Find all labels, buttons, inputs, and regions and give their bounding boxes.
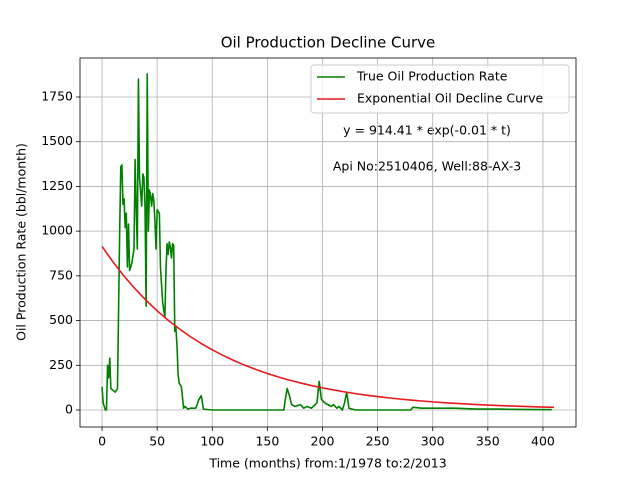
x-tick-label: 400 bbox=[531, 434, 555, 449]
data-line bbox=[101, 72, 552, 411]
y-tick-label: 1750 bbox=[41, 88, 73, 103]
y-axis-label: Oil Production Rate (bbl/month) bbox=[14, 143, 29, 341]
x-tick-label: 50 bbox=[149, 434, 165, 449]
x-tick-label: 150 bbox=[255, 434, 279, 449]
x-tick-label: 100 bbox=[200, 434, 224, 449]
y-tick-label: 1500 bbox=[41, 133, 73, 148]
x-tick-label: 200 bbox=[311, 434, 335, 449]
x-tick-label: 350 bbox=[476, 434, 500, 449]
plot-frame bbox=[79, 57, 577, 428]
y-tick-label: 750 bbox=[49, 267, 73, 282]
y-tick-label: 500 bbox=[49, 312, 73, 327]
annotation: Api No:2510406, Well:88-AX-3 bbox=[333, 159, 521, 174]
legend-box bbox=[310, 64, 570, 114]
x-tick-label: 250 bbox=[366, 434, 390, 449]
chart-title: Oil Production Decline Curve bbox=[221, 34, 436, 52]
y-tick-label: 1250 bbox=[41, 178, 73, 193]
legend-label: Exponential Oil Decline Curve bbox=[357, 91, 544, 106]
y-tick-label: 0 bbox=[65, 402, 73, 417]
y-tick-label: 250 bbox=[49, 357, 73, 372]
x-tick-label: 300 bbox=[421, 434, 445, 449]
data-line bbox=[101, 245, 554, 409]
x-tick-label: 0 bbox=[98, 434, 106, 449]
y-tick-label: 1000 bbox=[41, 223, 73, 238]
x-axis-label: Time (months) from:1/1978 to:2/2013 bbox=[208, 456, 446, 471]
annotation: y = 914.41 * exp(-0.01 * t) bbox=[343, 123, 511, 138]
legend-label: True Oil Production Rate bbox=[356, 69, 508, 84]
